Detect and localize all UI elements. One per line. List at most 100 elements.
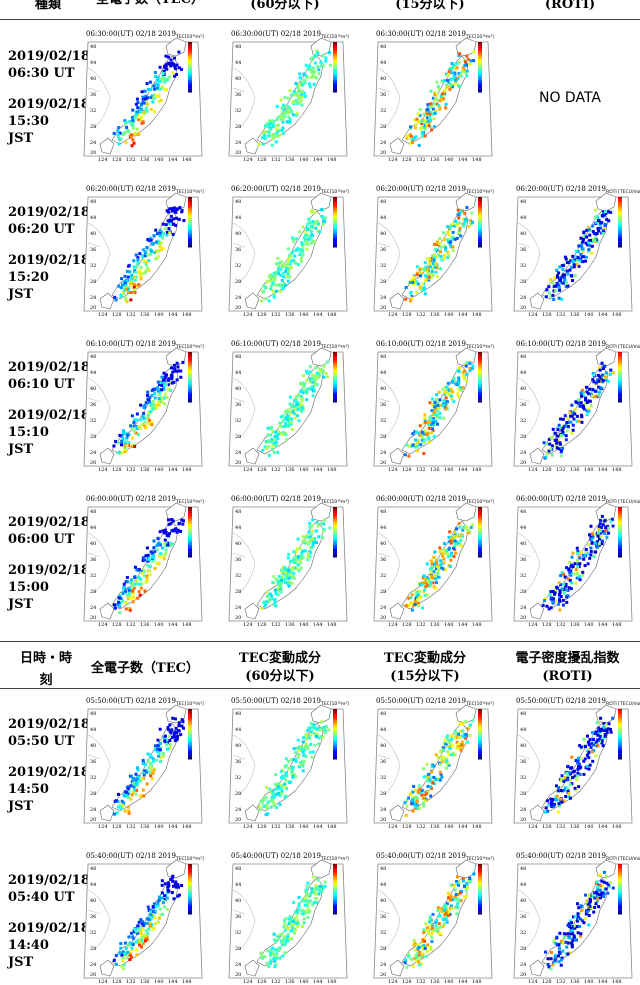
map-title: 05:50:00(UT) 02/18 2019 xyxy=(231,697,321,705)
svg-text:32: 32 xyxy=(90,775,96,781)
header2-col-tec15-line1: TEC変動成分 xyxy=(384,651,466,666)
data-points xyxy=(113,206,186,304)
row-date-ut: 2019/02/18 xyxy=(8,717,90,732)
svg-text:20: 20 xyxy=(90,817,96,823)
row-date-jst: 2019/02/18 xyxy=(8,253,90,268)
svg-text:148: 148 xyxy=(327,622,337,628)
svg-text:136: 136 xyxy=(285,979,295,985)
svg-text:48: 48 xyxy=(380,509,386,515)
svg-text:124: 124 xyxy=(528,979,538,985)
colorbar xyxy=(333,197,337,248)
svg-text:144: 144 xyxy=(313,467,323,473)
row-jst-label: JST xyxy=(8,597,34,612)
colorbar xyxy=(618,709,622,760)
svg-text:20: 20 xyxy=(90,460,96,466)
svg-text:44: 44 xyxy=(235,882,241,888)
svg-text:136: 136 xyxy=(570,312,580,318)
svg-text:128: 128 xyxy=(542,467,552,473)
row-label: 2019/02/18 06:30 UT 2019/02/18 15:30 JST xyxy=(8,48,90,147)
svg-text:148: 148 xyxy=(472,467,482,473)
svg-text:132: 132 xyxy=(556,622,566,628)
svg-text:32: 32 xyxy=(235,263,241,269)
header2-col-datetime-line1: 日時・時 xyxy=(19,651,72,666)
colorbar-unit: TEC[10¹⁶m²] xyxy=(320,856,349,862)
svg-text:48: 48 xyxy=(380,44,386,50)
svg-text:32: 32 xyxy=(520,930,526,936)
row-date-ut: 2019/02/18 xyxy=(8,515,90,530)
row-date-jst: 2019/02/18 xyxy=(8,921,90,936)
svg-text:28: 28 xyxy=(380,279,386,285)
svg-text:132: 132 xyxy=(271,824,281,830)
colorbar-unit: ROTI [TECU/min] xyxy=(606,701,640,707)
map-panel-roti: 05:40:00(UT) 02/18 2019 ROTI [TECU/min] 48… xyxy=(510,850,640,985)
svg-text:20: 20 xyxy=(235,615,241,621)
svg-text:140: 140 xyxy=(584,312,594,318)
svg-text:36: 36 xyxy=(380,247,386,253)
row-date-ut: 2019/02/18 xyxy=(8,873,90,888)
svg-text:28: 28 xyxy=(235,589,241,595)
svg-text:40: 40 xyxy=(235,76,241,82)
svg-text:136: 136 xyxy=(140,979,150,985)
row-time-ut: 06:20 UT xyxy=(8,222,75,237)
colorbar-unit: ROTI [TECU/min] xyxy=(606,344,640,350)
svg-text:48: 48 xyxy=(520,354,526,360)
data-points xyxy=(258,720,331,817)
row-time-jst: 15:20 xyxy=(8,270,49,285)
map-title: 05:40:00(UT) 02/18 2019 xyxy=(516,852,606,860)
svg-text:48: 48 xyxy=(235,509,241,515)
svg-text:136: 136 xyxy=(140,622,150,628)
svg-text:140: 140 xyxy=(444,312,454,318)
svg-text:40: 40 xyxy=(90,898,96,904)
svg-text:132: 132 xyxy=(126,312,136,318)
svg-text:20: 20 xyxy=(235,972,241,978)
svg-text:148: 148 xyxy=(472,312,482,318)
svg-text:24: 24 xyxy=(90,807,96,813)
svg-text:44: 44 xyxy=(90,727,96,733)
map-panel-roti: 06:20:00(UT) 02/18 2019 ROTI [TECU/min] 48… xyxy=(510,183,640,318)
svg-text:148: 148 xyxy=(472,157,482,163)
svg-text:132: 132 xyxy=(126,979,136,985)
svg-text:36: 36 xyxy=(520,557,526,563)
svg-text:128: 128 xyxy=(112,312,122,318)
svg-text:20: 20 xyxy=(235,150,241,156)
svg-text:48: 48 xyxy=(380,199,386,205)
data-points xyxy=(405,50,476,147)
svg-text:144: 144 xyxy=(598,622,608,628)
row-time-jst: 15:00 xyxy=(8,580,49,595)
row-time-ut: 06:00 UT xyxy=(8,532,75,547)
svg-text:28: 28 xyxy=(90,279,96,285)
svg-text:24: 24 xyxy=(90,962,96,968)
svg-text:40: 40 xyxy=(380,541,386,547)
svg-text:128: 128 xyxy=(542,824,552,830)
header-col-tec60: (60分以下) xyxy=(250,0,320,12)
data-points xyxy=(259,875,327,969)
colorbar-unit: TEC[10¹⁶m²] xyxy=(465,499,494,505)
svg-text:140: 140 xyxy=(299,622,309,628)
svg-text:144: 144 xyxy=(313,824,323,830)
svg-text:124: 124 xyxy=(388,979,398,985)
svg-text:44: 44 xyxy=(380,370,386,376)
svg-text:28: 28 xyxy=(520,279,526,285)
svg-text:36: 36 xyxy=(380,402,386,408)
map-title: 06:10:00(UT) 02/18 2019 xyxy=(86,340,176,348)
svg-text:148: 148 xyxy=(182,979,192,985)
data-points xyxy=(544,716,615,814)
svg-text:32: 32 xyxy=(380,108,386,114)
svg-text:36: 36 xyxy=(520,914,526,920)
svg-text:124: 124 xyxy=(98,824,108,830)
svg-text:124: 124 xyxy=(528,824,538,830)
data-points xyxy=(260,518,332,611)
svg-text:20: 20 xyxy=(235,460,241,466)
svg-text:128: 128 xyxy=(402,979,412,985)
svg-text:28: 28 xyxy=(90,124,96,130)
svg-text:148: 148 xyxy=(182,824,192,830)
svg-text:20: 20 xyxy=(90,305,96,311)
svg-text:128: 128 xyxy=(257,312,267,318)
map-panel-roti: 06:00:00(UT) 02/18 2019 ROTI [TECU/min] 48… xyxy=(510,493,640,628)
header-col-tec: 全電子数（TEC） xyxy=(90,0,210,9)
row-date-jst: 2019/02/18 xyxy=(8,408,90,423)
svg-text:36: 36 xyxy=(380,557,386,563)
svg-text:32: 32 xyxy=(520,263,526,269)
colorbar xyxy=(618,197,622,248)
svg-text:40: 40 xyxy=(520,231,526,237)
